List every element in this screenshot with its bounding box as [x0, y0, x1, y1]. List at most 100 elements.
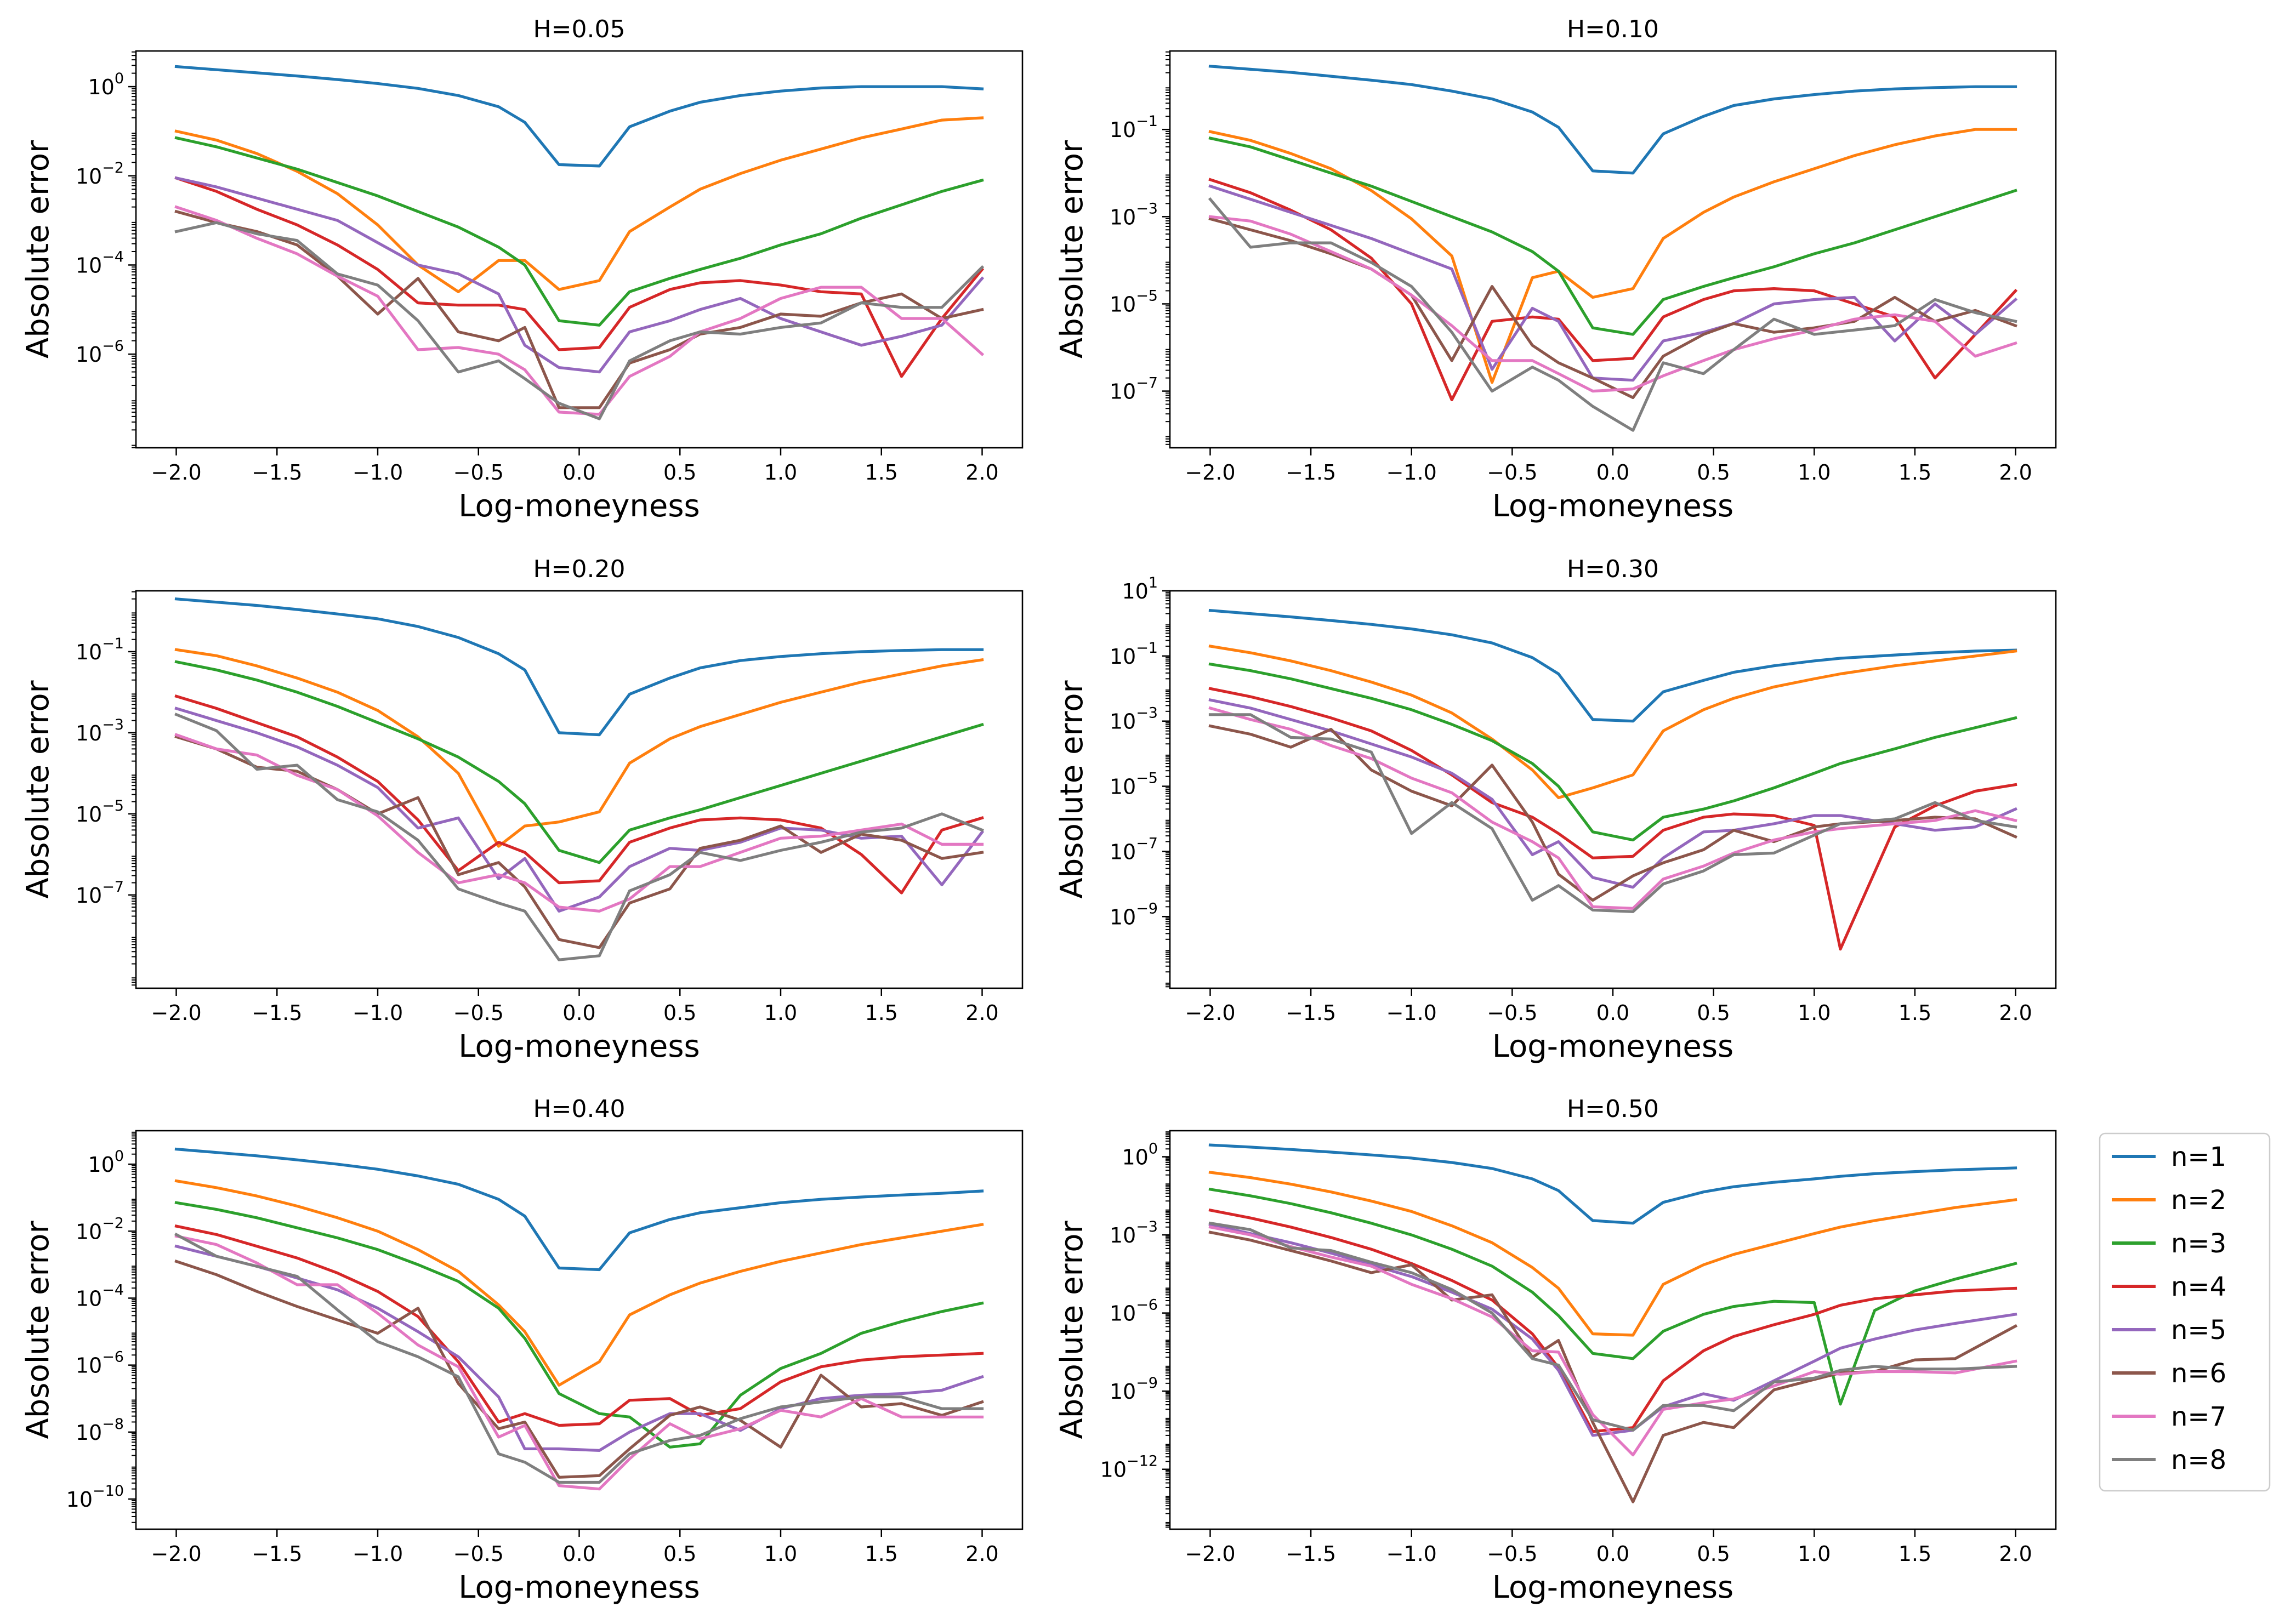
legend-frame [2099, 1132, 2271, 1492]
x-tick-label: −1.5 [1286, 460, 1336, 485]
series-line-n8 [174, 1232, 984, 1484]
legend-label: n=6 [2171, 1358, 2226, 1389]
x-tick-label: 1.0 [764, 460, 797, 485]
x-axis-label: Log-moneyness [458, 1029, 700, 1064]
x-tick-label: −0.5 [453, 460, 504, 485]
series-line-n4 [1208, 687, 2017, 951]
series-line-n1 [174, 1147, 984, 1272]
chart-title: H=0.30 [1567, 555, 1659, 583]
x-axis-label: Log-moneyness [458, 488, 700, 524]
series-line-n1 [1208, 65, 2017, 175]
series-line-n6 [174, 209, 984, 409]
axes-frame [1169, 590, 2057, 989]
axes-frame [135, 1130, 1024, 1530]
x-tick-label: 0.5 [1697, 1001, 1730, 1025]
x-tick-label: 1.5 [1899, 460, 1931, 485]
x-tick-label: 2.0 [965, 1542, 998, 1566]
series-line-n8 [1208, 197, 2017, 432]
y-tick-label: 10−2 [76, 159, 124, 189]
chart-title: H=0.50 [1567, 1095, 1659, 1123]
series-line-n3 [174, 136, 984, 327]
x-tick-label: −1.5 [252, 1001, 302, 1025]
x-tick-label: −1.5 [252, 460, 302, 485]
x-tick-label: 1.5 [865, 460, 898, 485]
axes-frame [1169, 50, 2057, 449]
series-line-n2 [1208, 1171, 2017, 1337]
y-tick-label: 10−3 [1110, 705, 1158, 734]
x-tick-label: −2.0 [1185, 1542, 1235, 1566]
x-tick-label: −0.5 [453, 1001, 504, 1025]
chart-panel: 10−110−310−510−7−2.0 −1.5 −1.0 −0.5 0.0 0.5 1.… [1054, 15, 2057, 524]
x-axis-label: Log-moneyness [1492, 1029, 1733, 1064]
x-tick-label: 0.5 [1697, 1542, 1730, 1566]
x-tick-label: −1.0 [353, 460, 403, 485]
series-line-n1 [1208, 608, 2017, 723]
series-line-n4 [174, 176, 985, 378]
series-line-n2 [174, 116, 984, 293]
chart-title: H=0.05 [533, 15, 626, 43]
chart-panel: 10−110−310−510−7−2.0 −1.5 −1.0 −0.5 0.0 0.5 1.… [20, 555, 1024, 1064]
series-line-n3 [1208, 662, 2017, 842]
series-line-n5 [174, 176, 985, 374]
x-tick-label: 0.5 [663, 1001, 696, 1025]
series-line-n2 [174, 648, 984, 848]
x-tick-label: 1.0 [1798, 1542, 1831, 1566]
legend: n=1 n=2 n=3 n=4 n=5 n=6 n=7 n=8 [2099, 1132, 2271, 1492]
y-axis-label: Absolute error [20, 140, 56, 358]
x-tick-label: −0.5 [1487, 1542, 1537, 1566]
y-axis-label: Absolute error [20, 1220, 56, 1439]
axes-frame [135, 50, 1024, 449]
series-line-n7 [174, 1234, 984, 1491]
axes-frame [1169, 1130, 2057, 1530]
y-axis-label: Absolute error [1054, 1220, 1090, 1439]
x-tick-label: 0.5 [1697, 460, 1730, 485]
series-line-n8 [1208, 1221, 2017, 1432]
x-tick-label: −1.0 [1386, 1001, 1437, 1025]
x-tick-label: 2.0 [965, 1001, 998, 1025]
x-tick-label: 0.0 [562, 460, 595, 485]
x-tick-label: −1.5 [1286, 1001, 1336, 1025]
x-tick-label: 1.5 [865, 1001, 898, 1025]
x-tick-label: 1.5 [1899, 1542, 1931, 1566]
y-axis-label: Absolute error [20, 680, 56, 898]
y-tick-label: 10−1 [1110, 113, 1158, 142]
chart-title: H=0.10 [1567, 15, 1659, 43]
series-line-n4 [1208, 1208, 2017, 1433]
series-line-n8 [1208, 713, 2017, 913]
x-tick-label: −2.0 [151, 460, 201, 485]
x-tick-label: 0.0 [1596, 1001, 1629, 1025]
series-line-n7 [1208, 215, 2017, 393]
series-line-n7 [1208, 706, 2017, 910]
x-tick-label: 0.5 [663, 1542, 696, 1566]
x-tick-label: 2.0 [965, 460, 998, 485]
series-line-n5 [1208, 698, 2017, 889]
x-tick-label: 2.0 [1999, 1001, 2032, 1025]
y-tick-label: 101 [1122, 574, 1158, 603]
x-tick-label: −0.5 [1487, 460, 1537, 485]
legend-label: n=3 [2171, 1228, 2226, 1259]
y-tick-label: 10−8 [76, 1416, 124, 1445]
chart-title: H=0.40 [533, 1095, 626, 1123]
series-line-n8 [174, 713, 984, 961]
y-axis-label: Absolute error [1054, 680, 1090, 898]
series-line-n7 [174, 205, 985, 416]
x-tick-label: 2.0 [1999, 1542, 2032, 1566]
x-tick-label: 1.0 [764, 1001, 797, 1025]
series-line-n1 [1208, 1143, 2017, 1225]
x-tick-label: −2.0 [151, 1001, 201, 1025]
legend-label: n=7 [2171, 1401, 2226, 1432]
x-tick-label: −1.0 [1386, 460, 1437, 485]
x-tick-label: 1.5 [865, 1542, 898, 1566]
x-tick-label: −2.0 [151, 1542, 201, 1566]
series-line-n8 [174, 221, 985, 420]
x-tick-label: 0.0 [562, 1542, 595, 1566]
x-tick-label: 0.0 [1596, 460, 1629, 485]
series-line-n6 [174, 1260, 984, 1479]
series-line-n3 [1208, 136, 2017, 336]
x-tick-label: −0.5 [1487, 1001, 1537, 1025]
series-line-n4 [174, 1224, 984, 1427]
